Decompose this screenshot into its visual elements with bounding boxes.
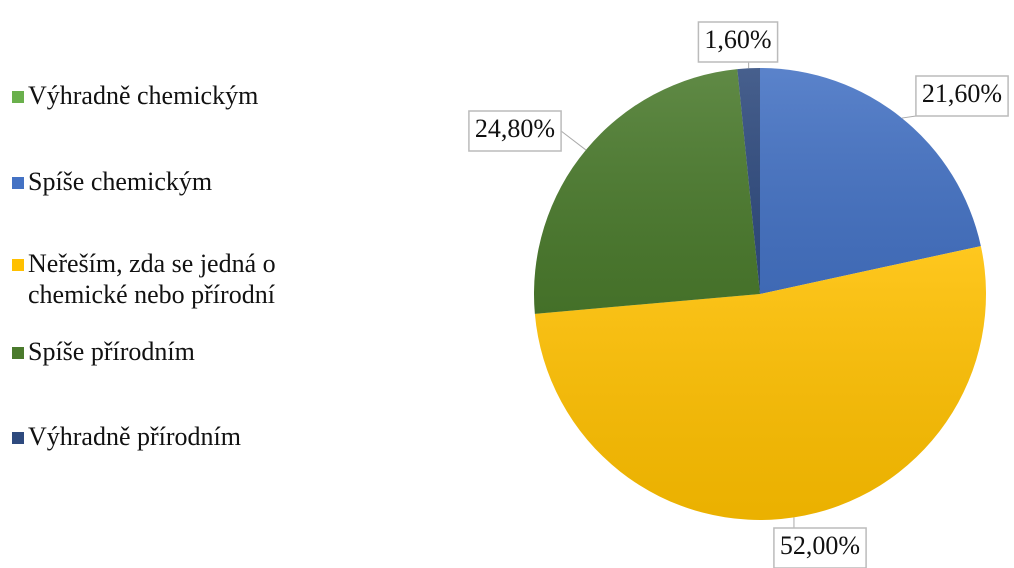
legend-label: Neřeším, zda se jedná o chemické nebo př… [28,249,276,309]
slice-shade [737,68,760,294]
data-label: 52,00% [780,531,860,560]
legend-label: Výhradně přírodním [28,422,242,451]
label-box [697,21,779,63]
legend-item: Spíše přírodním [12,336,357,367]
slice-shade [534,246,986,520]
legend-swatch [12,259,24,271]
leader-line [560,130,587,151]
legend-swatch [12,91,24,103]
data-label: 21,60% [922,79,1002,108]
legend-swatch [12,347,24,359]
label-box [773,527,867,568]
data-label-group: 21,60% [901,75,1009,119]
label-box [915,75,1009,117]
leader-line [901,115,916,119]
legend-label: Spíše chemickým [28,167,213,196]
data-label: 24,80% [475,114,555,143]
legend-swatch [12,177,24,189]
legend-item: Neřeším, zda se jedná o chemické nebo př… [12,248,357,310]
data-label-group: 1,60% [697,21,779,69]
data-label-group: 24,80% [468,110,587,152]
legend-label: Výhradně chemickým [28,81,259,110]
legend-label: Spíše přírodním [28,337,195,366]
legend-item: Výhradně přírodním [12,421,357,452]
label-box [468,110,562,152]
legend-item: Výhradně chemickým [12,80,357,111]
slice-shade [760,68,981,294]
legend-swatch [12,432,24,444]
data-label: 1,60% [704,25,771,54]
slice-shade [534,69,760,314]
data-label-group: 52,00% [773,517,867,568]
legend-item: Spíše chemickým [12,166,357,197]
